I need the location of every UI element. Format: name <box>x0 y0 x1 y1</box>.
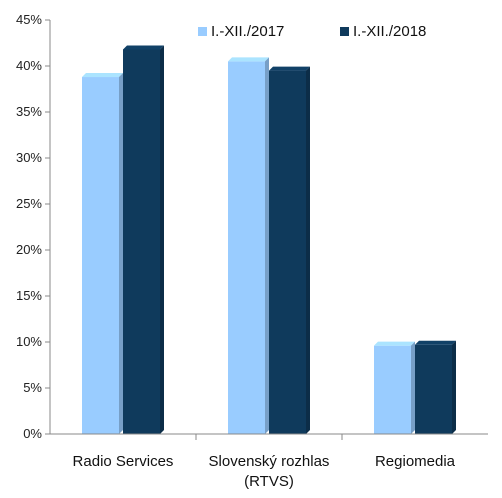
bar <box>123 45 164 434</box>
bar-front <box>123 49 160 434</box>
bars <box>82 45 456 435</box>
y-tick-label: 30% <box>16 150 42 165</box>
bar-front <box>228 61 265 435</box>
y-tick-label: 10% <box>16 334 42 349</box>
category-label: Regiomedia <box>375 453 456 470</box>
bar <box>269 66 310 434</box>
bar-top <box>82 73 123 78</box>
y-tick-label: 15% <box>16 288 42 303</box>
category-label: (RTVS) <box>244 473 294 490</box>
bar <box>415 340 456 434</box>
legend: I.-XII./2017 I.-XII./2018 <box>198 23 426 40</box>
bar-top <box>374 341 415 346</box>
y-tick-label: 20% <box>16 242 42 257</box>
legend-label: I.-XII./2018 <box>353 23 426 40</box>
bar-side <box>265 57 269 435</box>
y-axis-ticks: 0% 5% 10% 15% 20% 25% 30% 35% 40% 45% <box>16 12 50 441</box>
legend-item: I.-XII./2017 <box>198 23 284 40</box>
bar-front <box>269 70 306 434</box>
bar-top <box>415 340 456 345</box>
bar-front <box>82 77 119 434</box>
y-tick-label: 25% <box>16 196 42 211</box>
category-label: Slovenský rozhlas <box>209 453 330 470</box>
bar <box>82 73 123 434</box>
category-label: Radio Services <box>73 453 174 470</box>
bar-side <box>411 341 415 434</box>
legend-swatch <box>198 27 207 36</box>
bar-top <box>228 57 269 62</box>
bar <box>374 341 415 434</box>
bar-front <box>374 345 411 434</box>
y-tick-label: 45% <box>16 12 42 27</box>
legend-swatch <box>340 27 349 36</box>
bar-side <box>452 340 456 434</box>
bar-side <box>306 66 310 434</box>
bar-top <box>123 45 164 50</box>
y-tick-label: 0% <box>23 426 42 441</box>
bar-side <box>160 45 164 434</box>
bar <box>228 57 269 435</box>
x-axis-category-labels: Radio Services Slovenský rozhlas (RTVS) Reg… <box>73 434 456 490</box>
y-tick-label: 5% <box>23 380 42 395</box>
y-tick-label: 40% <box>16 58 42 73</box>
legend-item: I.-XII./2018 <box>340 23 426 40</box>
bar-side <box>119 73 123 434</box>
legend-label: I.-XII./2017 <box>211 23 284 40</box>
bar-top <box>269 66 310 71</box>
y-tick-label: 35% <box>16 104 42 119</box>
bar-front <box>415 344 452 434</box>
